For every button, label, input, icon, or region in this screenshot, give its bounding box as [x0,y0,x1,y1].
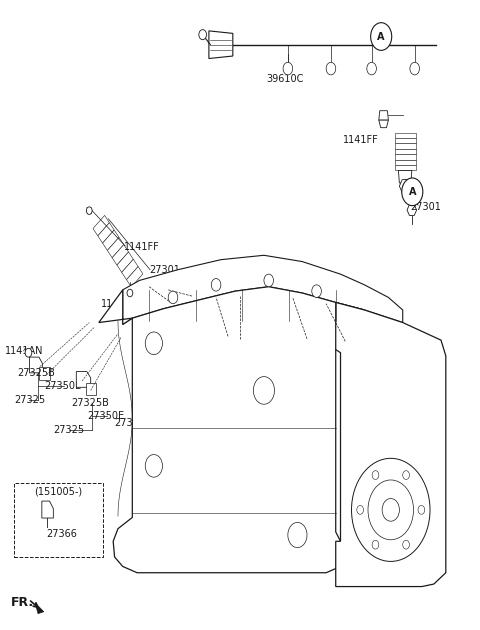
Polygon shape [225,321,244,340]
Text: A: A [377,32,385,42]
Polygon shape [336,302,446,587]
Polygon shape [103,230,119,251]
Text: 27325B: 27325B [17,368,55,378]
Text: 27366: 27366 [46,529,77,539]
Polygon shape [395,154,416,159]
Circle shape [312,285,322,297]
Circle shape [145,455,162,477]
Text: 27325B: 27325B [72,398,109,408]
Text: 27301: 27301 [410,202,441,212]
Circle shape [145,332,162,355]
Circle shape [403,541,409,549]
Circle shape [367,62,376,75]
Polygon shape [39,367,49,380]
Polygon shape [395,165,416,171]
Polygon shape [379,111,388,120]
Polygon shape [122,260,138,280]
Text: 27325: 27325 [14,395,45,405]
Polygon shape [399,180,411,193]
Polygon shape [395,144,416,149]
Circle shape [264,274,274,287]
FancyArrowPatch shape [31,601,38,607]
Text: 1141AN: 1141AN [4,346,43,356]
Circle shape [351,458,430,561]
Polygon shape [395,138,416,144]
Circle shape [372,541,379,549]
Text: 27350E: 27350E [87,411,124,421]
Polygon shape [108,238,124,258]
Circle shape [357,505,363,514]
Circle shape [371,23,392,50]
Polygon shape [93,215,109,236]
Circle shape [410,62,420,75]
Polygon shape [395,149,416,154]
Text: 1140EJ: 1140EJ [101,299,135,309]
Polygon shape [293,324,312,343]
Polygon shape [165,299,177,314]
Circle shape [288,522,307,547]
Circle shape [372,471,379,479]
Text: 1141FF: 1141FF [343,135,379,146]
Circle shape [199,30,206,40]
Text: (151005-): (151005-) [34,486,83,496]
Circle shape [326,62,336,75]
Text: 39627: 39627 [209,333,240,343]
Polygon shape [99,287,364,573]
Polygon shape [395,133,416,138]
Circle shape [418,505,425,514]
Text: 27366: 27366 [115,418,145,428]
Polygon shape [395,159,416,165]
Polygon shape [29,357,42,373]
Polygon shape [209,31,233,59]
Circle shape [368,480,414,540]
Polygon shape [339,327,348,341]
Polygon shape [98,223,114,243]
Polygon shape [141,297,149,307]
Polygon shape [42,501,53,518]
Circle shape [168,291,178,304]
Circle shape [402,178,423,205]
Text: 39610C: 39610C [266,74,304,84]
Polygon shape [123,255,403,324]
Text: 10930A: 10930A [340,333,378,343]
Polygon shape [398,171,412,183]
Circle shape [211,278,221,291]
Polygon shape [112,244,129,265]
Polygon shape [407,205,417,215]
Circle shape [283,62,293,75]
Polygon shape [139,300,162,333]
Circle shape [86,207,92,214]
Text: FR.: FR. [11,597,35,609]
Polygon shape [35,603,44,614]
Circle shape [382,498,399,521]
Polygon shape [117,252,133,272]
Text: A: A [408,186,416,197]
Polygon shape [379,120,388,128]
Text: 27369: 27369 [281,333,312,343]
Circle shape [253,377,275,404]
Polygon shape [76,372,91,387]
Text: 27325: 27325 [53,425,84,435]
Polygon shape [86,383,96,396]
Polygon shape [339,341,348,351]
Circle shape [127,289,133,297]
Text: 27350E: 27350E [44,381,81,391]
Circle shape [403,471,409,479]
Circle shape [25,348,32,357]
Polygon shape [127,266,143,287]
Text: 1141FF: 1141FF [124,242,159,252]
Text: 27301: 27301 [149,265,180,275]
Text: 10930A: 10930A [185,302,222,312]
